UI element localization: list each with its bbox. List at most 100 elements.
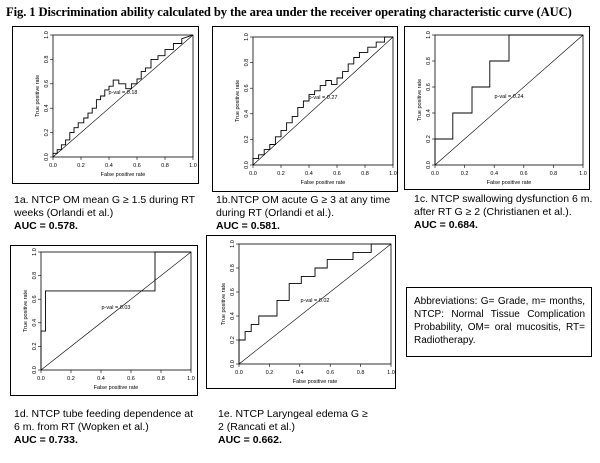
roc-panel-1e: 0.0 0.2 0.4 0.6 0.8 1.0 0.0 0.2 0.4 0.6 0.8 1.0 Fals… <box>206 235 396 389</box>
y-tick-label: 0.8 <box>32 272 38 280</box>
plot-frame <box>252 36 394 166</box>
auc-1e: AUC = 0.662. <box>218 434 282 446</box>
roc-panel-1a: 0.0 0.2 0.4 0.6 0.8 1.0 0.0 0.2 0.4 0.6 0.8 1.0 Fals… <box>12 26 199 184</box>
x-tick-label: 0.2 <box>461 171 469 177</box>
caption-text-1a: 1a. NTCP OM mean G ≥ 1.5 during RT weeks… <box>14 194 195 219</box>
y-tick-label: 0.6 <box>244 84 250 92</box>
x-tick-label: 0.6 <box>127 376 135 382</box>
y-tick-label: 0.0 <box>426 161 432 169</box>
y-tick-label: 0.0 <box>44 153 50 161</box>
x-tick-label: 0.8 <box>161 163 169 169</box>
y-axis-label: True positive rate <box>221 283 227 325</box>
x-axis-label: False positive rate <box>487 180 532 186</box>
p-value-annotation: p-val = 0.02 <box>301 298 330 304</box>
x-tick-label: 0.2 <box>277 171 285 177</box>
x-tick-label: 0.4 <box>490 171 498 177</box>
x-tick-label: 0.4 <box>296 370 304 376</box>
y-tick-label: 0.2 <box>32 343 38 351</box>
x-tick-label: 0.2 <box>67 376 75 382</box>
y-tick-label: 1.0 <box>44 31 50 39</box>
caption-1d: 1d. NTCP tube feeding dependence at 6 m.… <box>14 408 198 447</box>
abbreviations-box: Abbreviations: G= Grade, m= months, NTCP… <box>406 287 592 357</box>
x-tick-label: 0.0 <box>49 163 57 169</box>
reference-diagonal <box>52 34 194 158</box>
y-tick-label: 0.0 <box>244 161 250 169</box>
x-tick-label: 0.0 <box>249 171 257 177</box>
y-tick-label: 0.2 <box>230 336 236 344</box>
y-tick-label: 1.0 <box>32 248 38 256</box>
x-tick-label: 0.8 <box>361 171 369 177</box>
figure-title: Fig. 1 Discrimination ability calculated… <box>6 5 572 19</box>
x-axis-label: False positive rate <box>301 180 346 186</box>
roc-curve <box>252 36 393 165</box>
y-tick-label: 0.2 <box>44 129 50 137</box>
plot-frame <box>238 243 392 365</box>
p-value-annotation: p-val = 0.24 <box>495 94 524 100</box>
y-tick-label: 0.6 <box>44 80 50 88</box>
y-axis-label: True positive rate <box>417 79 423 121</box>
caption-text-1d: 1d. NTCP tube feeding dependence at 6 m.… <box>14 408 194 433</box>
x-tick-label: 0.6 <box>133 163 141 169</box>
y-tick-label: 1.0 <box>244 33 250 41</box>
caption-text-1c: 1c. NTCP swallowing dysfunction 6 m. aft… <box>414 193 593 218</box>
x-axis-label: False positive rate <box>94 385 139 391</box>
roc-svg-1a: 0.0 0.2 0.4 0.6 0.8 1.0 0.0 0.2 0.4 0.6 0.8 1.0 Fals… <box>35 31 197 178</box>
roc-curve <box>238 243 391 364</box>
reference-diagonal <box>252 36 394 166</box>
roc-curve <box>52 34 194 157</box>
x-tick-label: 0.6 <box>333 171 341 177</box>
caption-text-1b: 1b.NTCP OM acute G ≥ 3 at any time durin… <box>216 194 391 219</box>
x-tick-label: 0.2 <box>77 163 85 169</box>
caption-1c: 1c. NTCP swallowing dysfunction 6 m. aft… <box>414 193 594 232</box>
roc-panel-1c: 0.0 0.2 0.4 0.6 0.8 1.0 0.0 0.2 0.4 0.6 0.8 1.0 Fals… <box>404 26 590 190</box>
x-tick-label: 0.6 <box>520 171 528 177</box>
roc-svg-1b: 0.0 0.2 0.4 0.6 0.8 1.0 0.0 0.2 0.4 0.6 0.8 1.0 Fals… <box>235 33 397 186</box>
x-tick-label: 0.6 <box>326 370 334 376</box>
x-tick-label: 1.0 <box>189 163 197 169</box>
x-tick-label: 0.2 <box>266 370 274 376</box>
y-tick-label: 0.8 <box>44 56 50 64</box>
auc-1c: AUC = 0.684. <box>414 219 478 231</box>
y-tick-label: 0.6 <box>230 288 236 296</box>
y-tick-label: 0.8 <box>244 59 250 67</box>
x-tick-label: 0.8 <box>157 376 165 382</box>
x-tick-label: 0.4 <box>305 171 313 177</box>
p-value-annotation: p-val = 0.18 <box>109 90 138 96</box>
y-tick-label: 0.6 <box>32 295 38 303</box>
roc-curve <box>434 34 583 165</box>
y-tick-label: 0.2 <box>426 135 432 143</box>
x-tick-label: 0.4 <box>97 376 105 382</box>
x-tick-label: 0.0 <box>37 376 45 382</box>
y-axis-label: True positive rate <box>35 75 41 117</box>
y-tick-label: 0.8 <box>426 57 432 65</box>
y-tick-label: 0.0 <box>32 366 38 374</box>
x-tick-label: 0.0 <box>235 370 243 376</box>
y-tick-label: 0.4 <box>32 319 38 327</box>
x-axis-label: False positive rate <box>101 172 146 178</box>
x-tick-label: 1.0 <box>387 370 395 376</box>
p-value-annotation: p-val = 0.03 <box>102 305 131 311</box>
x-tick-label: 1.0 <box>187 376 195 382</box>
reference-diagonal <box>434 34 584 166</box>
auc-1b: AUC = 0.581. <box>216 220 280 232</box>
y-tick-label: 0.4 <box>426 109 432 117</box>
x-tick-label: 1.0 <box>389 171 397 177</box>
plot-frame <box>52 34 194 158</box>
roc-panel-1d: 0.0 0.2 0.4 0.6 0.8 1.0 0.0 0.2 0.4 0.6 0.8 1.0 Fals… <box>10 245 198 396</box>
roc-svg-1e: 0.0 0.2 0.4 0.6 0.8 1.0 0.0 0.2 0.4 0.6 0.8 1.0 Fals… <box>221 240 395 385</box>
reference-diagonal <box>238 243 392 365</box>
y-tick-label: 0.8 <box>230 264 236 272</box>
y-tick-label: 1.0 <box>426 31 432 39</box>
x-tick-label: 0.4 <box>105 163 113 169</box>
auc-1a: AUC = 0.578. <box>14 220 78 232</box>
roc-curve <box>40 251 191 370</box>
caption-1b: 1b.NTCP OM acute G ≥ 3 at any time durin… <box>216 194 402 233</box>
caption-text-1e: 1e. NTCP Laryngeal edema G ≥ 2 (Rancati … <box>218 408 368 433</box>
caption-1a: 1a. NTCP OM mean G ≥ 1.5 during RT weeks… <box>14 194 204 233</box>
plot-frame <box>40 251 192 371</box>
p-value-annotation: p-val = 0.27 <box>309 95 338 101</box>
auc-1d: AUC = 0.733. <box>14 434 78 446</box>
y-tick-label: 0.4 <box>244 110 250 118</box>
y-axis-label: True positive rate <box>23 290 29 332</box>
reference-diagonal <box>40 251 192 371</box>
